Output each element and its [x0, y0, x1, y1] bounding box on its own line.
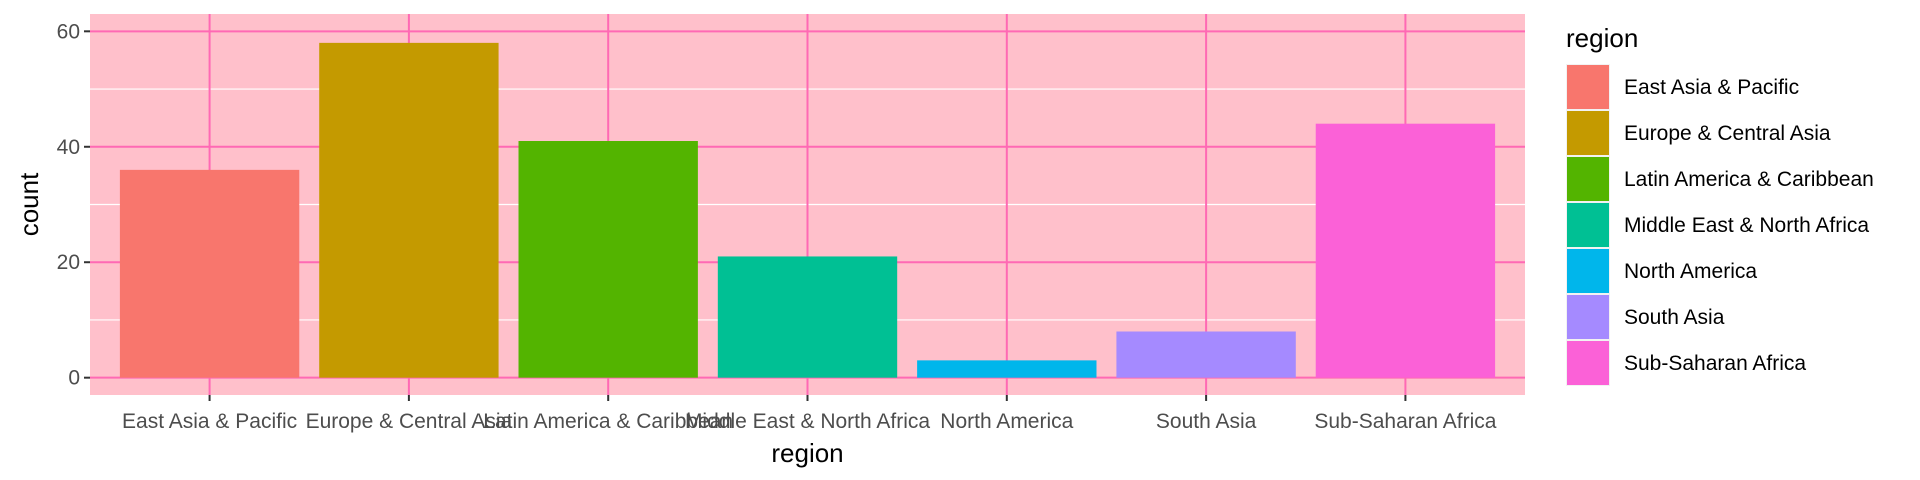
legend-swatch: [1567, 65, 1609, 109]
legend-swatch: [1567, 341, 1609, 385]
x-tick-label: Europe & Central Asia: [306, 410, 513, 433]
legend-label: Latin America & Caribbean: [1624, 168, 1874, 191]
bar: [319, 42, 499, 378]
legend-label: South Asia: [1624, 306, 1725, 329]
legend-swatch: [1567, 157, 1609, 201]
bar: [119, 169, 300, 378]
legend-label: North America: [1624, 260, 1757, 283]
bar: [717, 256, 898, 378]
legend-title: region: [1566, 23, 1638, 53]
bar: [917, 360, 1097, 378]
bar: [1116, 331, 1296, 378]
x-tick-label: North America: [940, 410, 1073, 433]
y-axis-title: count: [14, 172, 44, 236]
x-axis: East Asia & Pacific Europe & Central Asia…: [122, 395, 1497, 433]
legend-label: Sub-Saharan Africa: [1624, 352, 1806, 375]
x-tick-label: Latin America & Caribbean: [483, 410, 733, 433]
x-tick-label: South Asia: [1156, 410, 1257, 433]
legend: region East Asia & Pacific Europe & Centr…: [1566, 23, 1874, 386]
legend-label: Middle East & North Africa: [1624, 214, 1869, 237]
x-tick-label: Sub-Saharan Africa: [1314, 410, 1496, 433]
legend-label: East Asia & Pacific: [1624, 76, 1799, 99]
y-tick-label: 20: [57, 251, 80, 274]
x-tick-label: Middle East & North Africa: [685, 410, 930, 433]
bar: [1315, 123, 1496, 378]
bar: [518, 141, 698, 378]
legend-swatch: [1567, 111, 1609, 155]
legend-swatch: [1567, 295, 1609, 339]
y-tick-label: 0: [68, 367, 80, 390]
y-tick-label: 60: [57, 20, 80, 43]
legend-swatch: [1567, 249, 1609, 293]
bars: [119, 42, 1496, 378]
legend-label: Europe & Central Asia: [1624, 122, 1831, 145]
x-tick-label: East Asia & Pacific: [122, 410, 297, 433]
y-axis: 0 20 40 60: [57, 20, 90, 390]
legend-swatch: [1567, 203, 1609, 247]
x-axis-title: region: [771, 438, 843, 468]
y-tick-label: 40: [57, 136, 80, 159]
